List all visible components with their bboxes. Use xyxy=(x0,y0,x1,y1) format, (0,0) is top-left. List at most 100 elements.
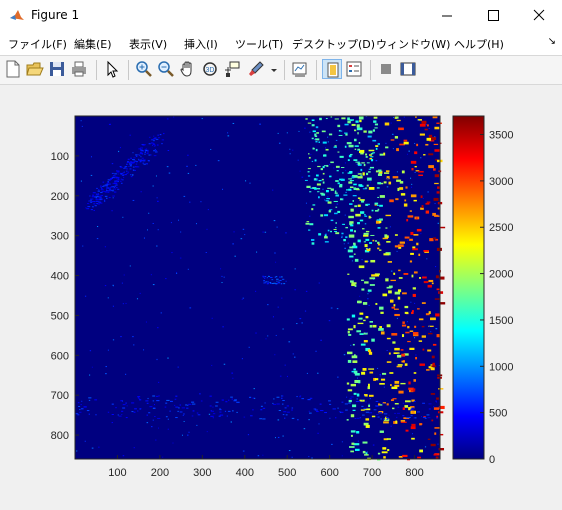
heatmap-cell xyxy=(379,204,383,207)
heatmap-cell xyxy=(243,416,246,418)
data-cursor-icon[interactable] xyxy=(222,59,242,79)
heatmap-cell xyxy=(350,414,355,418)
heatmap-cell xyxy=(311,124,315,127)
menu-dock-arrow-icon[interactable]: ↘ xyxy=(547,36,556,47)
link-plot-icon[interactable] xyxy=(290,59,310,79)
heatmap-cell xyxy=(75,413,79,415)
heatmap-cell xyxy=(394,245,400,248)
heatmap-cell xyxy=(392,398,397,400)
heatmap-cell xyxy=(155,439,157,441)
heatmap-cell xyxy=(280,397,283,399)
heatmap-cell xyxy=(351,442,355,445)
rotate-3d-icon[interactable]: 3D xyxy=(200,59,220,79)
heatmap-cell xyxy=(359,401,361,403)
heatmap-cell xyxy=(297,159,299,161)
heatmap-cell xyxy=(119,166,122,168)
heatmap-cell xyxy=(410,160,417,164)
menu-edit[interactable]: 編集(E) xyxy=(74,38,112,51)
pan-hand-icon[interactable] xyxy=(178,59,198,79)
heatmap-cell xyxy=(288,341,291,343)
heatmap-cell xyxy=(367,203,370,206)
heatmap-cell xyxy=(434,427,441,429)
heatmap-cell xyxy=(179,404,182,406)
heatmap-cell xyxy=(329,164,331,166)
insert-legend-icon[interactable] xyxy=(344,59,364,79)
menu-tools[interactable]: ツール(T) xyxy=(235,38,284,51)
heatmap-cell xyxy=(265,338,267,340)
zoom-out-icon[interactable] xyxy=(156,59,176,79)
heatmap-cell xyxy=(355,213,361,217)
heatmap-cell xyxy=(398,127,404,131)
heatmap-cell xyxy=(354,145,359,147)
heatmap-cell xyxy=(435,328,438,330)
menu-view[interactable]: 表示(V) xyxy=(129,38,168,51)
heatmap-cell xyxy=(362,441,368,444)
close-button[interactable] xyxy=(516,0,562,31)
heatmap-cell xyxy=(427,191,429,193)
heatmap-cell xyxy=(428,153,434,156)
heatmap-cell xyxy=(132,159,135,161)
menu-desktop[interactable]: デスクトップ(D) xyxy=(292,38,376,51)
heatmap-cell xyxy=(294,289,297,291)
save-icon[interactable] xyxy=(47,59,67,79)
select-pointer-icon[interactable] xyxy=(102,59,122,79)
heatmap-cell xyxy=(405,331,410,334)
heatmap-cell xyxy=(383,421,389,424)
print-icon[interactable] xyxy=(69,59,89,79)
heatmap-cell xyxy=(186,407,189,409)
menu-insert[interactable]: 挿入(I) xyxy=(184,38,218,51)
heatmap-cell xyxy=(220,268,222,270)
heatmap-cell xyxy=(392,407,395,410)
heatmap-cell xyxy=(122,403,126,406)
menu-file[interactable]: ファイル(F) xyxy=(8,38,67,51)
heatmap-cell xyxy=(127,158,130,160)
heatmap-cell xyxy=(375,160,378,162)
zoom-in-icon[interactable] xyxy=(134,59,154,79)
heatmap-cell xyxy=(377,182,381,185)
heatmap-cell xyxy=(401,324,407,327)
heatmap-cell xyxy=(327,141,329,143)
heatmap-cell xyxy=(377,204,379,206)
heatmap-cell xyxy=(105,373,107,375)
heatmap-cell xyxy=(347,242,350,244)
heatmap-cell xyxy=(353,392,357,395)
heatmap-cell xyxy=(307,399,311,401)
show-plot-tools-icon[interactable] xyxy=(398,59,418,79)
heatmap-cell xyxy=(265,281,268,283)
heatmap-cell xyxy=(299,395,302,397)
heatmap-cell xyxy=(156,197,158,199)
new-figure-icon[interactable] xyxy=(3,59,23,79)
heatmap-cell xyxy=(419,449,424,453)
heatmap-cell xyxy=(196,424,198,426)
heatmap-cell xyxy=(276,396,280,398)
minimize-button[interactable] xyxy=(424,0,470,31)
heatmap-cell xyxy=(311,137,314,140)
heatmap-cell xyxy=(370,234,375,236)
heatmap-cell xyxy=(359,119,362,123)
menu-help[interactable]: ヘルプ(H) xyxy=(454,38,504,51)
insert-colorbar-icon[interactable] xyxy=(322,59,342,79)
heatmap-cell xyxy=(428,408,431,410)
brush-dropdown-icon[interactable] xyxy=(268,59,280,79)
heatmap-cell xyxy=(354,379,361,384)
heatmap-plot[interactable]: 100 200 300 400 500 600 700 8001002003004005006… xyxy=(0,85,562,506)
heatmap-cell xyxy=(364,215,368,217)
open-file-icon[interactable] xyxy=(25,59,45,79)
heatmap-cell xyxy=(379,153,384,156)
heatmap-cell xyxy=(421,120,427,124)
heatmap-cell xyxy=(410,177,412,179)
brush-icon[interactable] xyxy=(246,59,266,79)
heatmap-cell xyxy=(433,407,440,410)
maximize-button[interactable] xyxy=(470,0,516,31)
heatmap-cell xyxy=(162,456,164,458)
heatmap-cell xyxy=(407,239,409,241)
heatmap-cell xyxy=(269,282,272,284)
heatmap-cell xyxy=(407,340,411,343)
heatmap-cell xyxy=(294,268,296,270)
menu-window[interactable]: ウィンドウ(W) xyxy=(376,38,451,51)
heatmap-cell xyxy=(345,133,348,136)
hide-plot-tools-icon[interactable] xyxy=(376,59,396,79)
colorbar-tick-label: 2500 xyxy=(489,222,513,234)
heatmap-cell xyxy=(365,332,367,334)
heatmap-cell xyxy=(111,403,114,405)
